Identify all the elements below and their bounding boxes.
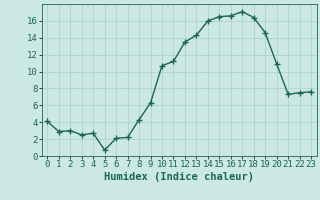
- X-axis label: Humidex (Indice chaleur): Humidex (Indice chaleur): [104, 172, 254, 182]
